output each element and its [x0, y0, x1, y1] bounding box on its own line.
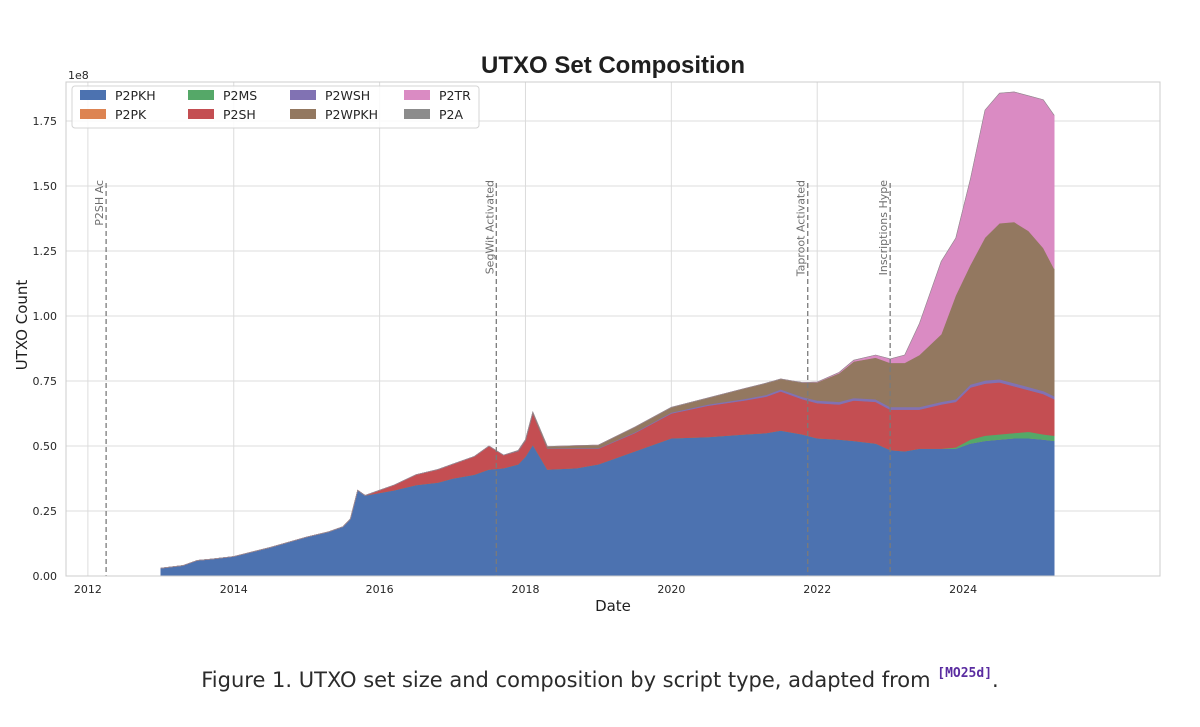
x-tick-label: 2024: [949, 583, 977, 596]
legend-swatch: [404, 90, 430, 100]
event-label: P2SH Ac: [93, 180, 106, 226]
utxo-chart: UTXO Set Composition 1e8 P2SH Ac SegWit A…: [13, 52, 1161, 615]
legend-entry: P2PK: [115, 107, 147, 122]
legend-entry: P2WSH: [325, 88, 370, 103]
legend-entry: P2MS: [223, 88, 257, 103]
x-tick-label: 2020: [657, 583, 685, 596]
event-markers: P2SH Ac SegWit Activated Taproot Activated…: [93, 180, 891, 576]
x-tick-label: 2022: [803, 583, 831, 596]
legend-swatch: [188, 109, 214, 119]
legend-entry: P2A: [439, 107, 463, 122]
y-tick-label: 0.25: [33, 505, 58, 518]
chart-title: UTXO Set Composition: [481, 52, 745, 79]
y-tick-label: 1.25: [33, 245, 58, 258]
legend-entry: P2WPKH: [325, 107, 378, 122]
caption-end: .: [992, 668, 999, 692]
plot-frame: [65, 81, 1161, 577]
y-axis-label: UTXO Count: [13, 280, 31, 371]
y-tick-label: 0.00: [33, 570, 58, 583]
y-scale-label: 1e8: [68, 69, 89, 82]
caption-text: Figure 1. UTXO set size and composition …: [201, 668, 938, 692]
legend-swatch: [80, 90, 106, 100]
x-axis-label: Date: [595, 597, 631, 615]
legend-swatch: [404, 109, 430, 119]
legend-swatch: [80, 109, 106, 119]
legend-swatch: [290, 90, 316, 100]
y-tick-label: 1.50: [33, 180, 58, 193]
y-tick-label: 0.75: [33, 375, 58, 388]
x-tick-label: 2014: [220, 583, 248, 596]
x-tick-label: 2016: [366, 583, 394, 596]
y-tick-label: 1.00: [33, 310, 58, 323]
figure-caption: Figure 1. UTXO set size and composition …: [0, 666, 1200, 692]
stacked-areas: [160, 91, 1055, 577]
legend-swatch: [290, 109, 316, 119]
legend-entry: P2TR: [439, 88, 471, 103]
y-tick-label: 1.75: [33, 115, 58, 128]
legend: P2PKH P2PK P2MS P2SH P2WSH P2WPKH P2TR P2A: [71, 85, 480, 129]
event-label: Taproot Activated: [795, 180, 808, 277]
area-p2a: [160, 91, 1055, 569]
x-axis-ticks: 2012 2014 2016 2018 2020 2022 2024: [74, 583, 977, 596]
y-axis-ticks: 0.00 0.25 0.50 0.75 1.00 1.25 1.50 1.75: [33, 115, 58, 583]
citation-link[interactable]: [MO25d]: [937, 666, 993, 681]
legend-entry: P2PKH: [115, 88, 156, 103]
legend-box: [71, 85, 480, 129]
x-tick-label: 2018: [511, 583, 539, 596]
legend-entry: P2SH: [223, 107, 256, 122]
x-tick-label: 2012: [74, 583, 102, 596]
y-tick-label: 0.50: [33, 440, 58, 453]
event-label: SegWit Activated: [483, 180, 496, 274]
event-label: Inscriptions Hype: [877, 180, 890, 276]
legend-swatch: [188, 90, 214, 100]
